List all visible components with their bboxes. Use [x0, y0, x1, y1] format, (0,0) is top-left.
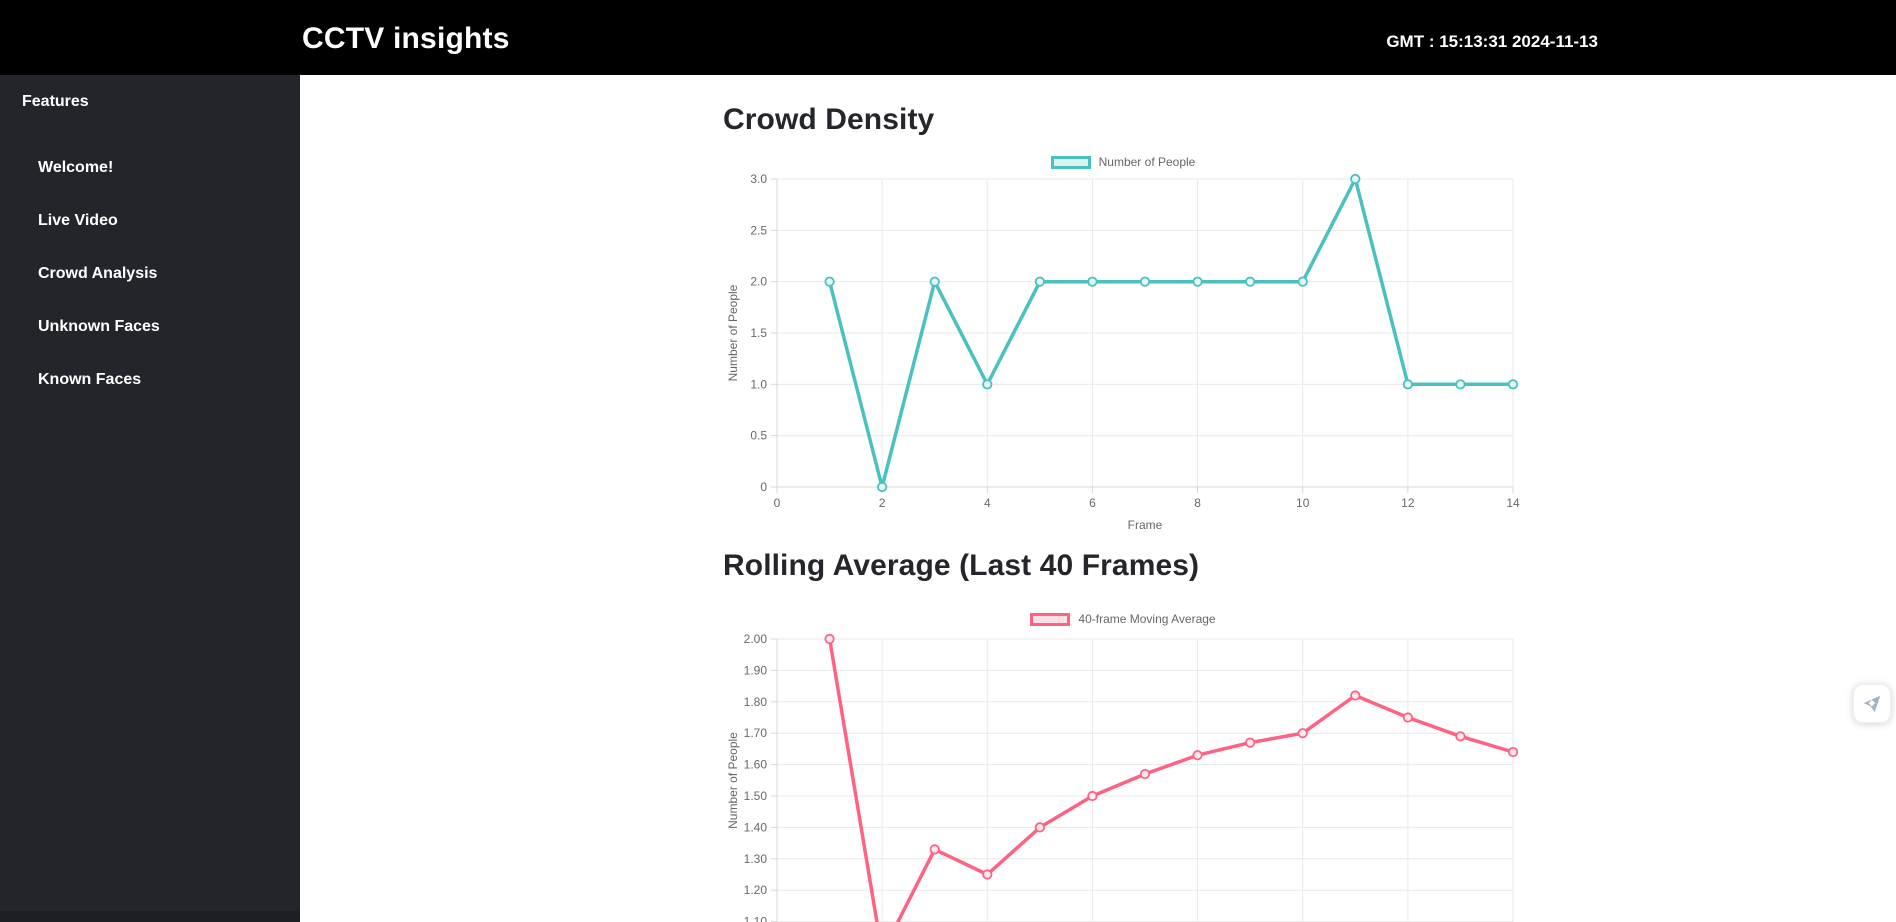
rolling-average-plot: 2.00 1.90 1.80 1.70 1.60 1.50 1.40 1.30 1.20 1.10… [726, 632, 1519, 922]
rolling-average-chart: 40-frame Moving Average 2.00 1.90 1.80 1.70… [723, 598, 1523, 922]
sidebar-nav: Welcome! Live Video Crowd Analysis Unknown … [0, 141, 300, 406]
svg-text:14: 14 [1506, 496, 1520, 510]
crowd-density-chart: Number of People 0 0.5 1.0 1.5 2.0 2.5 3.0 0 2 4 6… [723, 148, 1523, 548]
svg-text:1.90: 1.90 [744, 663, 768, 677]
floating-action-button[interactable] [1853, 684, 1891, 723]
chart-title-rolling-average: Rolling Average (Last 40 Frames) [723, 549, 1200, 582]
svg-text:1.30: 1.30 [744, 852, 768, 866]
legend-label: Number of People [1098, 155, 1196, 169]
svg-text:Frame: Frame [1128, 518, 1163, 532]
main-content: Crowd Density Number of People 0 0.5 1.0 1.… [300, 75, 1896, 922]
svg-text:1.10: 1.10 [744, 915, 768, 922]
svg-text:1.40: 1.40 [744, 820, 768, 834]
svg-text:2: 2 [879, 496, 886, 510]
svg-text:1.20: 1.20 [744, 883, 768, 897]
legend-label: 40-frame Moving Average [1078, 612, 1216, 626]
svg-text:3.0: 3.0 [750, 172, 767, 186]
app-header: CCTV insights GMT : 15:13:31 2024-11-13 [0, 0, 1896, 75]
sidebar: Features Welcome! Live Video Crowd Analysi… [0, 75, 300, 922]
svg-text:12: 12 [1401, 496, 1415, 510]
svg-text:0: 0 [760, 480, 767, 494]
svg-text:1.5: 1.5 [750, 326, 767, 340]
rocket-icon [1863, 695, 1881, 712]
svg-text:6: 6 [1089, 496, 1096, 510]
legend-number-of-people[interactable]: Number of People [723, 155, 1523, 169]
svg-text:1.50: 1.50 [744, 789, 768, 803]
svg-text:Number of People: Number of People [726, 732, 740, 829]
sidebar-item-known-faces[interactable]: Known Faces [38, 371, 142, 388]
svg-text:0: 0 [774, 496, 781, 510]
svg-text:1.80: 1.80 [744, 695, 768, 709]
sidebar-item-welcome[interactable]: Welcome! [38, 159, 114, 176]
svg-text:10: 10 [1296, 496, 1310, 510]
chart-title-crowd-density: Crowd Density [723, 103, 935, 136]
svg-text:1.60: 1.60 [744, 758, 768, 772]
legend-moving-average[interactable]: 40-frame Moving Average [723, 612, 1523, 626]
svg-text:Number of People: Number of People [726, 284, 740, 381]
legend-swatch [1050, 155, 1091, 169]
sidebar-footer-strip [0, 911, 300, 922]
svg-text:2.0: 2.0 [750, 275, 767, 289]
svg-text:8: 8 [1194, 496, 1201, 510]
app-title: CCTV insights [302, 22, 510, 55]
svg-text:4: 4 [984, 496, 991, 510]
svg-text:2.5: 2.5 [750, 223, 767, 237]
gmt-clock: GMT : 15:13:31 2024-11-13 [1386, 32, 1598, 51]
svg-text:0.5: 0.5 [750, 429, 767, 443]
sidebar-item-unknown-faces[interactable]: Unknown Faces [38, 318, 160, 335]
sidebar-item-crowd-analysis[interactable]: Crowd Analysis [38, 265, 158, 282]
sidebar-item-live-video[interactable]: Live Video [38, 212, 118, 229]
svg-text:1.70: 1.70 [744, 726, 768, 740]
svg-text:2.00: 2.00 [744, 632, 768, 646]
svg-text:1.0: 1.0 [750, 377, 767, 391]
crowd-density-plot: 0 0.5 1.0 1.5 2.0 2.5 3.0 0 2 4 6 8 10 12 14 Number of … [726, 172, 1520, 532]
sidebar-heading: Features [22, 93, 89, 110]
legend-swatch [1030, 612, 1071, 626]
